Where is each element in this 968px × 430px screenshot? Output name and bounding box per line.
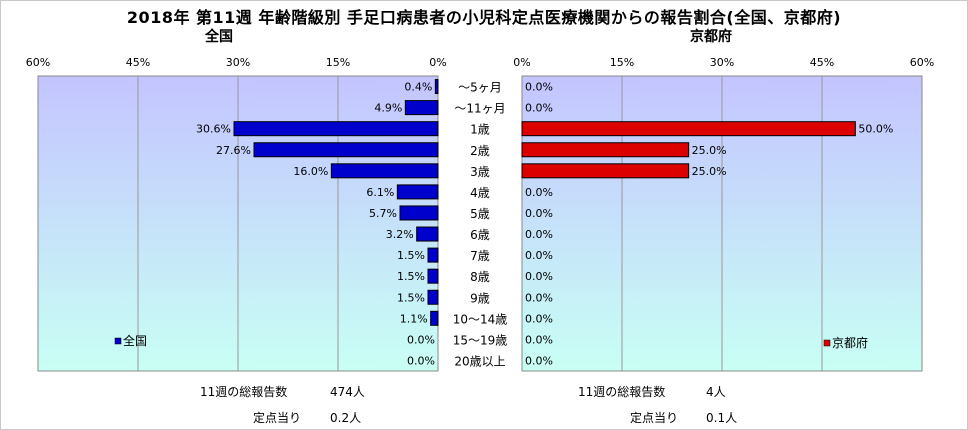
- zenkoku-per-label: 定点当り: [253, 411, 302, 425]
- kyoto-data-label: 0.0%: [525, 270, 553, 283]
- zenkoku-bar: [430, 310, 439, 326]
- zenkoku-bar: [427, 247, 439, 263]
- kyoto-data-label: 0.0%: [525, 102, 553, 115]
- kyoto-data-label: 25.0%: [692, 165, 727, 178]
- kyoto-total-label: 11週の総報告数: [578, 385, 666, 399]
- kyoto-per-label: 定点当り: [630, 411, 679, 425]
- kyoto-legend-label: 京都府: [832, 335, 868, 350]
- age-category-label: 8歳: [470, 270, 490, 284]
- kyoto-per-value: 0.1人: [706, 411, 738, 425]
- age-category-label: 9歳: [470, 291, 490, 305]
- kyoto-data-label: 0.0%: [525, 207, 553, 220]
- kyoto-data-label: 0.0%: [525, 81, 553, 94]
- age-category-label: 2歳: [470, 144, 490, 158]
- zenkoku-panel-title: 全国: [205, 29, 233, 45]
- zenkoku-data-label: 1.5%: [397, 249, 425, 262]
- age-category-label: 20歳以上: [454, 354, 505, 368]
- zenkoku-bar: [434, 79, 439, 95]
- zenkoku-bar: [233, 121, 439, 137]
- kyoto-data-label: 25.0%: [692, 144, 727, 157]
- zenkoku-legend-swatch: [114, 337, 122, 345]
- zenkoku-bar: [253, 142, 439, 158]
- kyoto-total-value: 4人: [706, 385, 726, 399]
- age-category-label: 4歳: [470, 186, 490, 200]
- zenkoku-data-label: 6.1%: [366, 186, 394, 199]
- kyoto-tick-label: 45%: [810, 56, 834, 69]
- age-category-label: 1歳: [470, 123, 490, 137]
- zenkoku-data-label: 1.5%: [397, 270, 425, 283]
- age-category-label: 7歳: [470, 249, 490, 263]
- zenkoku-data-label: 5.7%: [369, 207, 397, 220]
- kyoto-tick-label: 0%: [513, 56, 530, 69]
- zenkoku-bar: [396, 184, 439, 200]
- zenkoku-bar: [399, 205, 439, 221]
- age-category-label: 6歳: [470, 228, 490, 242]
- zenkoku-total-value: 474人: [330, 385, 365, 399]
- age-category-label: 10～14歳: [453, 312, 508, 326]
- kyoto-legend-swatch: [823, 339, 831, 347]
- kyoto-tick-label: 15%: [610, 56, 634, 69]
- kyoto-data-label: 0.0%: [525, 291, 553, 304]
- zenkoku-data-label: 3.2%: [386, 228, 414, 241]
- age-category-label: ～11ヶ月: [454, 102, 505, 116]
- zenkoku-data-label: 27.6%: [216, 144, 251, 157]
- zenkoku-data-label: 30.6%: [196, 123, 231, 136]
- zenkoku-bar: [330, 163, 439, 179]
- zenkoku-data-label: 1.5%: [397, 291, 425, 304]
- zenkoku-data-label: 1.1%: [400, 312, 428, 325]
- zenkoku-data-label: 0.0%: [407, 354, 435, 367]
- kyoto-bar: [521, 121, 856, 137]
- age-category-label: 3歳: [470, 165, 490, 179]
- zenkoku-bar: [427, 289, 439, 305]
- kyoto-tick-label: 30%: [710, 56, 734, 69]
- zenkoku-data-label: 4.9%: [374, 102, 402, 115]
- kyoto-data-label: 0.0%: [525, 228, 553, 241]
- kyoto-panel-title: 京都府: [690, 29, 732, 45]
- zenkoku-data-label: 0.4%: [404, 81, 432, 94]
- chart-title: 2018年 第11週 年齢階級別 手足口病患者の小児科定点医療機関からの報告割合…: [126, 8, 842, 27]
- zenkoku-tick-label: 15%: [326, 56, 350, 69]
- kyoto-data-label: 0.0%: [525, 333, 553, 346]
- age-category-label: ～5ヶ月: [458, 81, 502, 95]
- zenkoku-bar: [404, 100, 439, 116]
- zenkoku-total-label: 11週の総報告数: [200, 385, 288, 399]
- zenkoku-tick-label: 30%: [226, 56, 250, 69]
- kyoto-data-label: 50.0%: [858, 123, 893, 136]
- age-category-label: 15～19歳: [453, 333, 508, 347]
- kyoto-tick-label: 60%: [910, 56, 934, 69]
- zenkoku-legend-label: 全国: [123, 333, 147, 348]
- zenkoku-tick-label: 45%: [126, 56, 150, 69]
- kyoto-bar: [521, 163, 690, 179]
- zenkoku-tick-label: 60%: [26, 56, 50, 69]
- zenkoku-tick-label: 0%: [429, 56, 446, 69]
- kyoto-data-label: 0.0%: [525, 312, 553, 325]
- kyoto-bar: [521, 142, 690, 158]
- zenkoku-per-value: 0.2人: [330, 411, 362, 425]
- zenkoku-data-label: 16.0%: [293, 165, 328, 178]
- zenkoku-data-label: 0.0%: [407, 333, 435, 346]
- kyoto-data-label: 0.0%: [525, 249, 553, 262]
- kyoto-data-label: 0.0%: [525, 354, 553, 367]
- age-category-label: 5歳: [470, 207, 490, 221]
- kyoto-data-label: 0.0%: [525, 186, 553, 199]
- zenkoku-bar: [427, 268, 439, 284]
- zenkoku-bar: [416, 226, 439, 242]
